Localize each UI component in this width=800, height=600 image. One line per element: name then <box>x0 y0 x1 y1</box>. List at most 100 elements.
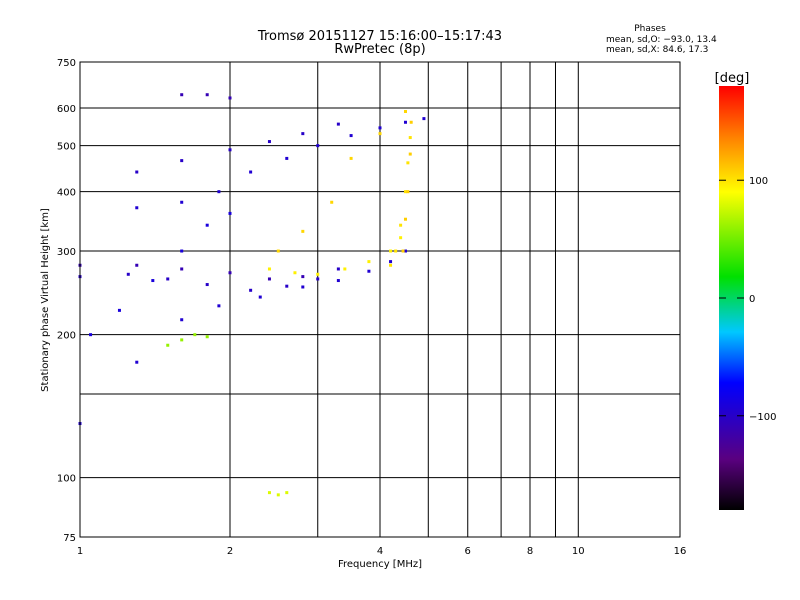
data-point <box>403 109 407 113</box>
data-point <box>301 275 305 279</box>
y-tick-label: 600 <box>57 104 76 115</box>
data-point <box>367 260 371 264</box>
data-point <box>336 267 340 271</box>
data-point <box>399 236 403 240</box>
data-point <box>89 333 93 337</box>
plot-frame <box>79 61 681 538</box>
stats-heading: Phases <box>634 24 666 34</box>
data-point <box>180 159 184 163</box>
y-axis: 75 100 200 300 400 500 600 750 <box>57 58 76 544</box>
data-point <box>267 491 271 495</box>
data-point <box>285 156 289 160</box>
y-tick-label: 300 <box>57 247 76 258</box>
data-point <box>205 335 209 339</box>
colorbar-tick-label: 100 <box>749 176 768 187</box>
y-tick-label: 750 <box>57 58 76 69</box>
data-point <box>403 217 407 221</box>
data-point <box>408 152 412 156</box>
data-point <box>180 318 184 322</box>
y-tick-label: 100 <box>57 474 76 485</box>
x-axis: 1 2 4 6 8 10 16 <box>77 546 687 557</box>
x-tick-label: 1 <box>77 546 83 557</box>
data-point <box>193 333 197 337</box>
colorbar-tick-label: 0 <box>749 294 755 305</box>
data-point <box>276 249 280 253</box>
x-tick-label: 6 <box>465 546 471 557</box>
data-point <box>349 134 353 138</box>
data-point <box>151 279 155 283</box>
data-point <box>180 338 184 342</box>
colorbar-tick-label: −100 <box>749 412 776 423</box>
data-point <box>389 249 393 253</box>
data-point <box>316 272 320 276</box>
data-point <box>135 206 139 210</box>
data-point <box>349 156 353 160</box>
data-point <box>293 271 297 275</box>
data-point <box>422 117 426 121</box>
colorbar-axis: −100 0 100 <box>719 176 776 423</box>
data-point <box>267 267 271 271</box>
data-point <box>135 170 139 174</box>
data-point <box>180 200 184 204</box>
data-point <box>205 283 209 287</box>
data-point <box>330 200 334 204</box>
data-point <box>205 223 209 227</box>
data-point <box>406 161 410 165</box>
data-point <box>249 170 253 174</box>
data-point <box>406 190 410 194</box>
data-point <box>135 360 139 364</box>
data-point <box>316 144 320 148</box>
y-tick-label: 200 <box>57 331 76 342</box>
x-tick-label: 2 <box>227 546 233 557</box>
data-point <box>228 96 232 100</box>
data-point <box>316 277 320 281</box>
data-point <box>409 120 413 124</box>
data-point <box>378 126 382 130</box>
data-point <box>228 211 232 215</box>
x-tick-label: 8 <box>527 546 533 557</box>
data-point <box>378 132 382 136</box>
y-tick-label: 500 <box>57 142 76 153</box>
data-point <box>258 295 262 299</box>
y-tick-label: 75 <box>63 533 76 544</box>
stats-line-x: mean, sd,X: 84.6, 17.3 <box>606 45 708 55</box>
x-axis-label: Frequency [MHz] <box>338 559 422 570</box>
data-point <box>135 263 139 267</box>
data-point <box>301 285 305 289</box>
y-tick-label: 400 <box>57 188 76 199</box>
data-point <box>403 249 407 253</box>
data-point <box>228 148 232 152</box>
data-point <box>394 249 398 253</box>
data-point <box>180 267 184 271</box>
data-point <box>403 120 407 124</box>
data-point <box>126 272 130 276</box>
data-point <box>217 304 221 308</box>
data-point <box>276 493 280 497</box>
data-point <box>336 122 340 126</box>
chart-title: Tromsø 20151127 15:16:00–15:17:43 <box>257 29 502 44</box>
data-point <box>166 277 170 281</box>
data-point <box>228 271 232 275</box>
data-point <box>301 229 305 233</box>
data-point <box>117 308 121 312</box>
data-points <box>78 93 426 497</box>
data-point <box>343 267 347 271</box>
data-point <box>217 190 221 194</box>
chart-subtitle: RwPretec (8p) <box>334 42 425 57</box>
grid <box>80 62 680 537</box>
x-tick-label: 10 <box>572 546 585 557</box>
data-point <box>285 491 289 495</box>
data-point <box>389 263 393 267</box>
data-point <box>205 93 209 97</box>
stats-line-o: mean, sd,O: −93.0, 13.4 <box>606 35 717 45</box>
y-axis-label: Stationary phase Virtual Height [km] <box>40 208 51 392</box>
data-point <box>249 288 253 292</box>
data-point <box>367 269 371 273</box>
data-point <box>267 277 271 281</box>
data-point <box>301 132 305 136</box>
data-point <box>267 140 271 144</box>
data-point <box>180 93 184 97</box>
data-point <box>399 223 403 227</box>
data-point <box>408 136 412 140</box>
